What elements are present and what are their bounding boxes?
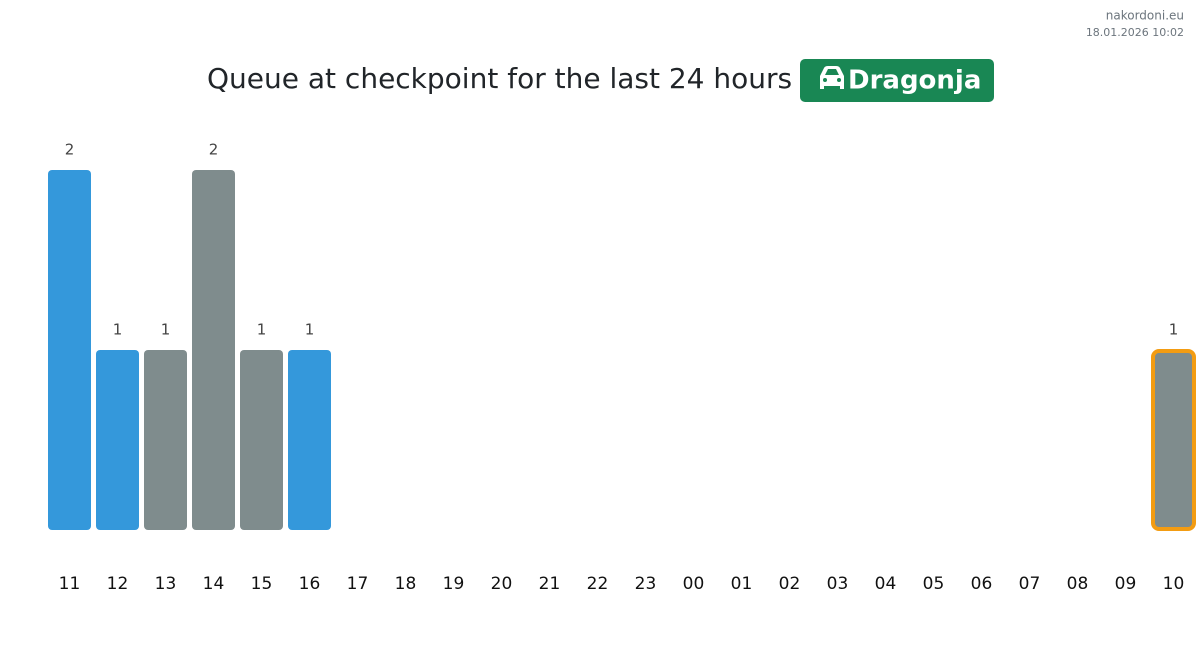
bar	[240, 350, 283, 530]
car-icon	[820, 66, 844, 89]
x-tick-label: 05	[923, 574, 945, 594]
value-label: 1	[161, 321, 171, 339]
x-tick-label: 21	[539, 574, 561, 594]
x-tick-label: 09	[1115, 574, 1137, 594]
x-tick-label: 06	[971, 574, 993, 594]
checkpoint-badge: Dragonja	[800, 59, 994, 102]
checkpoint-name: Dragonja	[848, 66, 981, 96]
badge-background	[800, 59, 994, 102]
x-tick-label: 12	[107, 574, 129, 594]
x-tick-label: 14	[203, 574, 225, 594]
x-tick-label: 03	[827, 574, 849, 594]
chart-title: Queue at checkpoint for the last 24 hour…	[207, 62, 792, 95]
x-tick-label: 16	[299, 574, 321, 594]
value-label: 1	[305, 321, 315, 339]
x-tick-label: 04	[875, 574, 897, 594]
x-tick-label: 10	[1163, 574, 1185, 594]
bar	[192, 170, 235, 530]
x-tick-label: 17	[347, 574, 369, 594]
x-tick-label: 23	[635, 574, 657, 594]
x-tick-label: 01	[731, 574, 753, 594]
x-tick-label: 19	[443, 574, 465, 594]
x-tick-label: 15	[251, 574, 273, 594]
x-tick-label: 07	[1019, 574, 1041, 594]
bar	[48, 170, 91, 530]
site-name: nakordoni.eu	[1106, 9, 1184, 23]
x-tick-label: 18	[395, 574, 417, 594]
value-label: 1	[113, 321, 123, 339]
value-label: 1	[257, 321, 267, 339]
x-tick-label: 20	[491, 574, 513, 594]
x-tick-label: 11	[59, 574, 81, 594]
x-tick-label: 22	[587, 574, 609, 594]
bar	[288, 350, 331, 530]
x-tick-label: 08	[1067, 574, 1089, 594]
bar	[96, 350, 139, 530]
value-label: 2	[209, 141, 219, 159]
x-tick-label: 00	[683, 574, 705, 594]
x-tick-label: 13	[155, 574, 177, 594]
bar	[1151, 349, 1196, 531]
timestamp: 18.01.2026 10:02	[1086, 26, 1184, 39]
value-label: 2	[65, 141, 75, 159]
value-label: 1	[1169, 321, 1179, 339]
bar	[144, 350, 187, 530]
x-tick-label: 02	[779, 574, 801, 594]
